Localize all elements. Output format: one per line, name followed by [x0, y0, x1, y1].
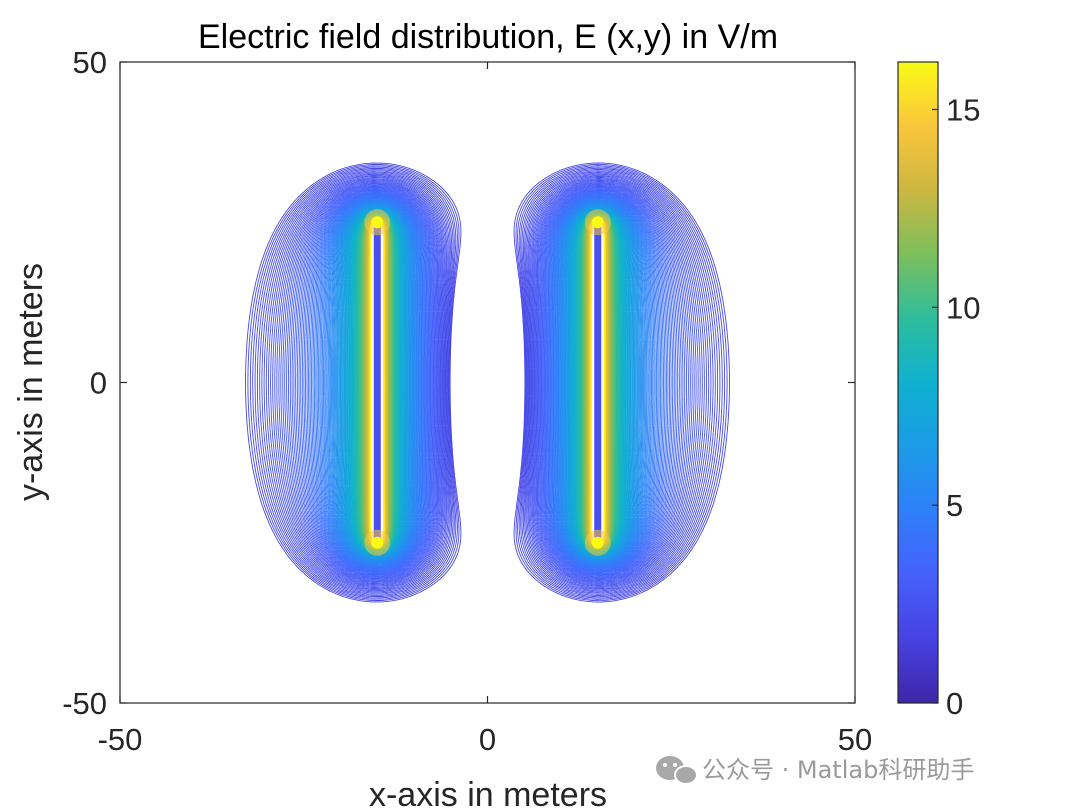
contour-level — [315, 196, 660, 569]
contour-level — [259, 170, 716, 595]
contour-level — [289, 185, 686, 580]
contour-level — [329, 202, 646, 563]
contour-level — [261, 171, 714, 594]
contour-level — [321, 199, 654, 566]
contour-level — [254, 167, 721, 598]
contour-level — [319, 198, 656, 567]
contour-level — [328, 202, 647, 563]
contour-level — [309, 194, 666, 571]
contour-level — [313, 196, 662, 569]
contour-level — [291, 186, 684, 579]
contour-level — [268, 174, 707, 591]
contour-level — [335, 204, 640, 561]
y-tick-label: -50 — [62, 686, 107, 721]
contour-level — [325, 200, 650, 565]
contour-level — [305, 192, 670, 573]
contour-level — [265, 173, 710, 592]
contour-level — [280, 180, 695, 585]
plot-area — [120, 62, 855, 703]
contour-level — [245, 162, 730, 603]
watermark: 公众号 · Matlab科研助手 — [656, 756, 974, 785]
contour-level — [256, 169, 719, 596]
contour-level — [317, 197, 658, 568]
hot-spot — [591, 216, 604, 229]
contour-level — [295, 187, 680, 578]
contour-level — [320, 198, 655, 567]
x-tick-label: -50 — [98, 722, 143, 757]
contour-level — [308, 193, 667, 572]
contour-level — [306, 192, 669, 573]
y-tick-label: 0 — [90, 366, 107, 401]
contour-level — [298, 189, 677, 576]
contour-level — [300, 190, 675, 575]
contour-level — [326, 201, 649, 564]
contour-level — [296, 188, 679, 577]
y-axis-label: y-axis in meters — [12, 263, 50, 501]
watermark-text: 公众号 · Matlab科研助手 — [702, 756, 974, 784]
contour-level — [247, 163, 728, 602]
contour-level — [278, 179, 697, 586]
contour-level — [270, 175, 705, 590]
contour-level — [301, 190, 674, 575]
plates — [364, 209, 611, 556]
contour-level — [252, 166, 723, 599]
colorbar-ticks: 0 5 10 15 — [932, 92, 980, 721]
x-tick-label: 0 — [479, 722, 496, 757]
colorbar-tick-label: 5 — [946, 488, 963, 523]
colorbar — [897, 61, 939, 704]
x-tick-label: 50 — [838, 722, 872, 757]
contour-level — [312, 195, 663, 570]
contour-level — [263, 172, 712, 593]
contour-level — [274, 177, 701, 588]
contour-level — [293, 187, 682, 578]
contour-level — [327, 201, 648, 564]
y-tick-label: 50 — [73, 45, 107, 80]
colorbar-tick-label: 10 — [946, 290, 980, 325]
hot-spot — [591, 536, 604, 549]
x-axis-label: x-axis in meters — [369, 776, 607, 811]
contour-level — [276, 179, 699, 586]
contour-level — [316, 197, 659, 568]
contour-level — [287, 184, 688, 581]
contour-level — [282, 181, 693, 584]
contour-lines — [245, 162, 730, 603]
contour-level — [286, 183, 689, 582]
contour-level — [303, 191, 672, 574]
wechat-icon — [656, 756, 698, 785]
contour-level — [311, 194, 664, 571]
colorbar-tick-label: 15 — [946, 92, 980, 127]
y-axis: -50 0 50 — [62, 45, 855, 721]
hot-spot — [371, 216, 384, 229]
contour-level — [284, 182, 691, 583]
hot-spot — [371, 536, 384, 549]
x-axis: -50 0 50 — [98, 62, 872, 757]
colorbar-tick-label: 0 — [946, 686, 963, 721]
contour-level — [249, 165, 726, 600]
contour-level — [323, 199, 652, 566]
contour-level — [272, 176, 703, 589]
chart-title: Electric field distribution, E (x,y) in … — [198, 18, 778, 56]
